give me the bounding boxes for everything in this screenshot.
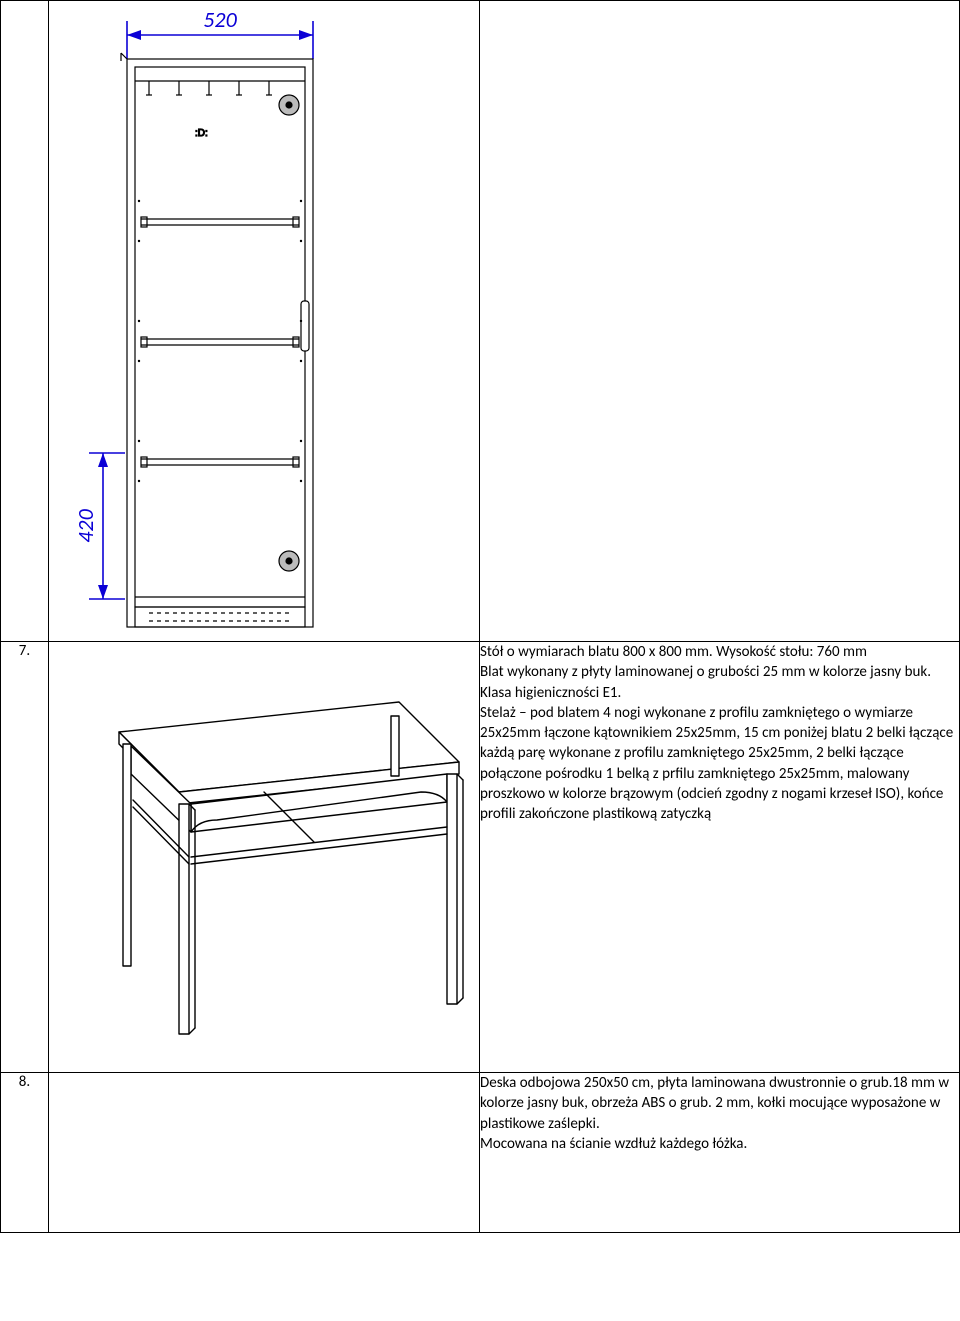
row-image-cell: 520 420 — [49, 1, 480, 642]
table-drawing — [49, 642, 479, 1072]
dim-height-label: 420 — [72, 508, 99, 542]
table-row: 520 420 — [1, 1, 960, 642]
row-number-cell: 8. — [1, 1073, 49, 1233]
row-description-cell — [480, 1, 960, 642]
svg-text::D:: :D: — [195, 128, 208, 139]
table-row: 8. Deska odbojowa 250x50 cm, płyta lamin… — [1, 1073, 960, 1233]
row-number-cell — [1, 1, 49, 642]
row-image-cell — [49, 642, 480, 1073]
row-description: Stół o wymiarach blatu 800 x 800 mm. Wys… — [480, 642, 959, 824]
row-number: 8. — [19, 1073, 30, 1091]
row-description-cell: Stół o wymiarach blatu 800 x 800 mm. Wys… — [480, 642, 960, 1073]
cabinet-drawing: 520 420 — [49, 1, 479, 641]
row-description: Deska odbojowa 250x50 cm, płyta laminowa… — [480, 1073, 959, 1154]
row-number: 7. — [19, 642, 30, 660]
spec-table: 520 420 — [0, 0, 960, 1233]
row-description-cell: Deska odbojowa 250x50 cm, płyta laminowa… — [480, 1073, 960, 1233]
dim-width-label: 520 — [203, 6, 237, 33]
table-row: 7. — [1, 642, 960, 1073]
row-number-cell: 7. — [1, 642, 49, 1073]
row-image-cell — [49, 1073, 480, 1233]
